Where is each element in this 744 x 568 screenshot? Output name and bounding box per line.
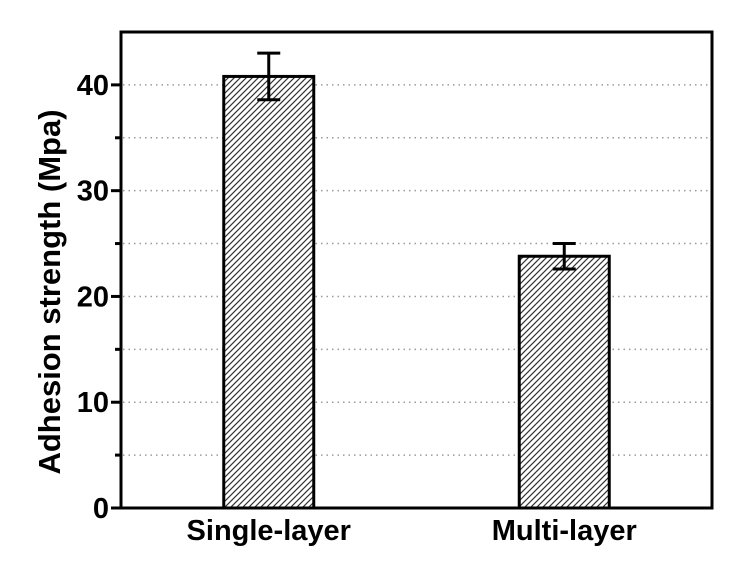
y-tick-label: 40	[77, 70, 109, 102]
plot-frame	[119, 30, 714, 510]
y-tick-label: 0	[93, 493, 109, 525]
bars	[222, 74, 611, 510]
error-bars	[257, 51, 576, 271]
bar	[517, 254, 611, 510]
y-tick-label: 10	[77, 387, 109, 419]
y-axis-label: Adhesion strength (Mpa)	[32, 109, 67, 474]
y-tick-label: 30	[77, 176, 109, 208]
x-category-label: Multi-layer	[492, 515, 637, 547]
x-category-label: Single-layer	[187, 515, 351, 547]
bar	[222, 74, 316, 510]
y-axis-tick-labels: 0 10 20 30 40	[77, 70, 109, 525]
gridlines	[123, 84, 710, 456]
x-axis-category-labels: Single-layer Multi-layer	[187, 515, 637, 547]
y-tick-label: 20	[77, 281, 109, 313]
